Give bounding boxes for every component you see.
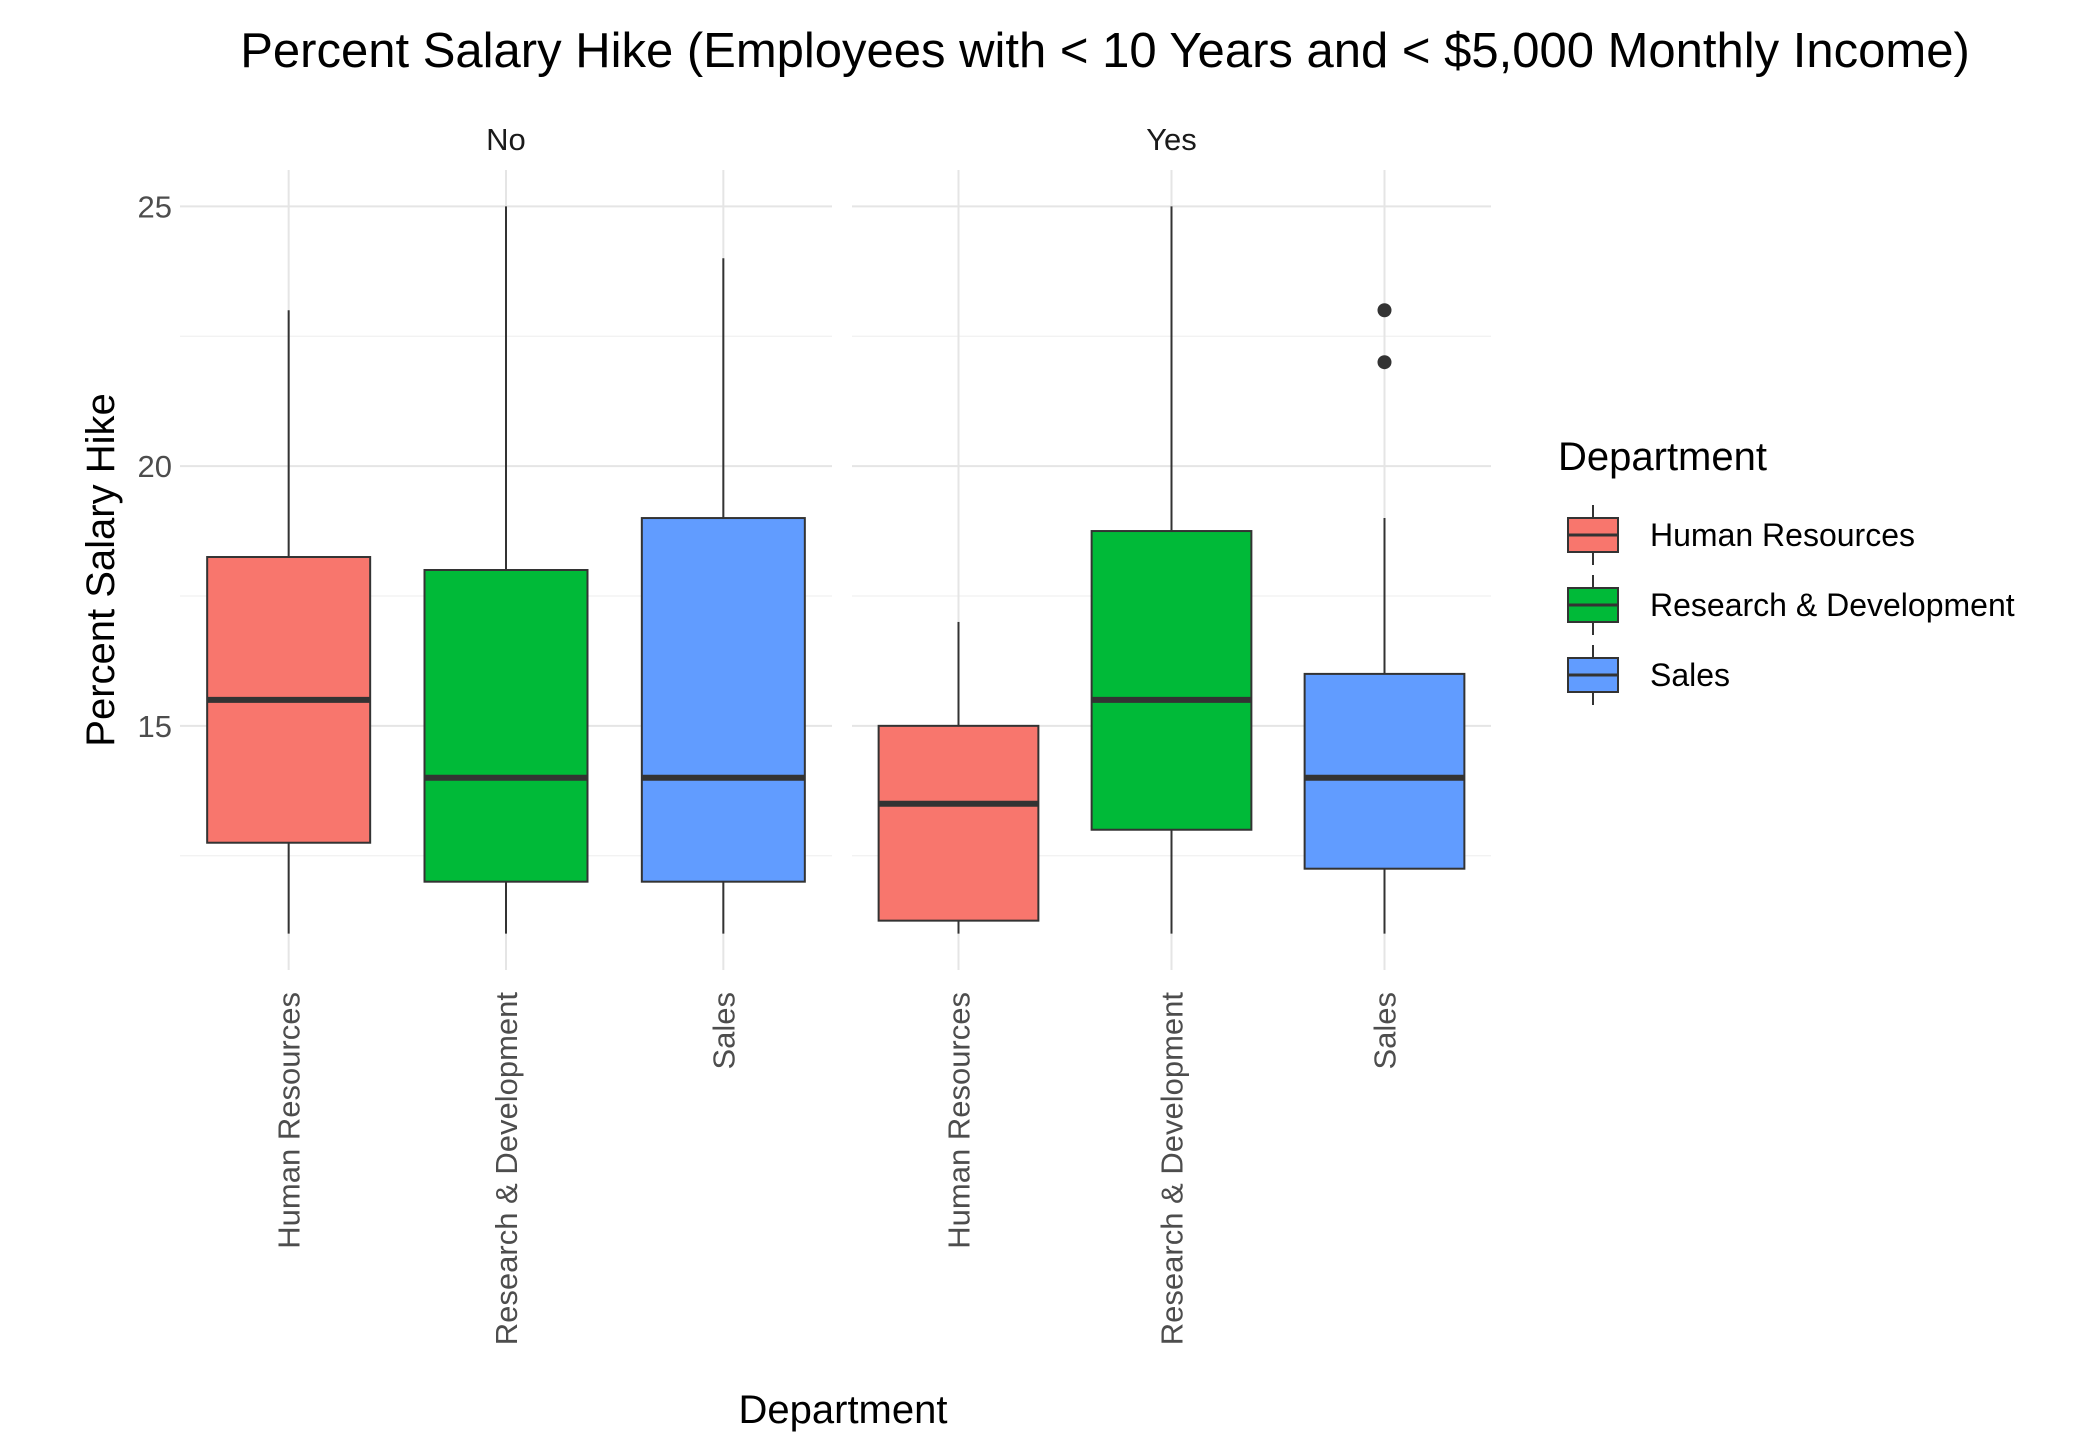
facet-panel-yes: Yes Human Resources Research & Development…: [852, 122, 1491, 1345]
box-body: [423, 569, 589, 883]
box-body: [1090, 530, 1253, 831]
x-axis-title: Department: [739, 1388, 948, 1432]
box-yes-2: [1303, 303, 1466, 934]
box-body: [877, 724, 1040, 922]
box-yes-0: [877, 621, 1040, 934]
x-tick-label: Sales: [1368, 992, 1403, 1070]
x-tick-label: Sales: [706, 992, 741, 1070]
y-tick-label: 20: [138, 449, 172, 484]
legend-label: Research & Development: [1650, 587, 2015, 623]
box-no-2: [640, 258, 806, 934]
outlier-point: [1377, 355, 1392, 370]
y-axis-title: Percent Salary Hike: [79, 393, 123, 746]
legend-item: Sales: [1567, 645, 1730, 705]
legend-title: Department: [1558, 435, 1767, 479]
box-yes-1: [1090, 206, 1253, 934]
legend-item: Research & Development: [1567, 575, 2015, 635]
box-body: [1303, 672, 1466, 870]
x-tick-label: Research & Development: [1155, 992, 1190, 1346]
x-tick-label: Research & Development: [489, 992, 524, 1346]
chart-title: Percent Salary Hike (Employees with < 10…: [240, 24, 1970, 78]
box-no-0: [206, 310, 372, 934]
legend: Department Human Resources Research & Dev…: [1558, 435, 2015, 705]
box-body: [640, 517, 806, 883]
facet-label: Yes: [1146, 122, 1197, 157]
legend-label: Human Resources: [1650, 517, 1915, 553]
y-axis-ticks: 15 20 25: [138, 189, 172, 743]
outlier-point: [1377, 303, 1392, 318]
legend-item: Human Resources: [1567, 505, 1915, 565]
facet-label: No: [486, 122, 526, 157]
facet-panel-no: No Human Resources Research & Development S…: [180, 122, 832, 1345]
x-tick-label: Human Resources: [272, 992, 307, 1249]
legend-label: Sales: [1650, 657, 1730, 693]
x-tick-label: Human Resources: [942, 992, 977, 1249]
y-tick-label: 15: [138, 709, 172, 744]
facet-panels: No Human Resources Research & Development S…: [138, 122, 1491, 1345]
y-tick-label: 25: [138, 189, 172, 224]
box-no-1: [423, 206, 589, 934]
